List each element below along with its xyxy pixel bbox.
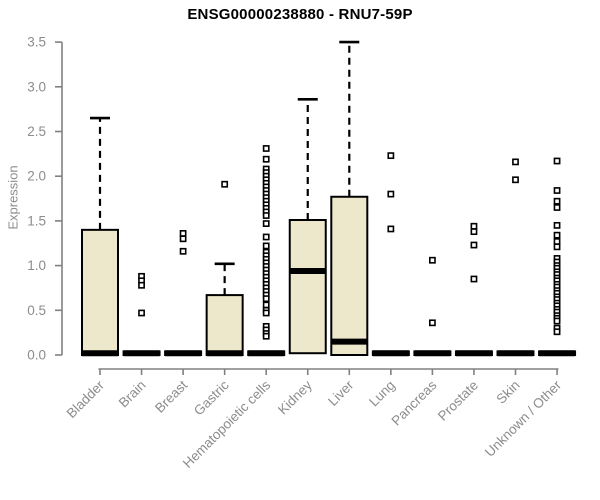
outlier-point-hematopoietic-cells — [262, 295, 270, 303]
outlier-point-skin — [512, 176, 519, 184]
outlier-point-unknown-other — [553, 157, 561, 165]
outlier-point-unknown-other — [553, 221, 561, 229]
outlier-point-unknown-other — [553, 238, 561, 245]
outlier-point-hematopoietic-cells — [262, 233, 270, 241]
outlier-point-breast — [179, 235, 187, 243]
outlier-point-skin — [512, 158, 519, 166]
outlier-point-unknown-other — [553, 187, 561, 194]
x-category-label: Pancreas — [389, 377, 440, 428]
outlier-point-lung — [387, 152, 395, 160]
x-category-label: Lung — [366, 378, 398, 410]
outlier-point-lung — [387, 225, 395, 233]
box-liver — [330, 195, 369, 356]
outlier-point-hematopoietic-cells — [262, 220, 270, 227]
y-tick-label: 0.0 — [27, 348, 46, 363]
x-category-label: Unknown / Other — [482, 377, 565, 460]
outlier-point-hematopoietic-cells — [262, 332, 270, 340]
box-kidney — [288, 219, 327, 355]
x-category-label: Prostate — [435, 378, 481, 424]
x-category-label: Gastric — [191, 377, 232, 418]
outlier-point-prostate — [470, 222, 478, 230]
outlier-point-unknown-other — [553, 328, 561, 336]
outlier-point-breast — [179, 247, 187, 255]
outlier-point-hematopoietic-cells — [262, 145, 270, 152]
outlier-point-hematopoietic-cells — [262, 242, 270, 250]
x-category-label: Skin — [493, 378, 522, 407]
x-category-label: Breast — [152, 377, 190, 415]
x-category-label: Bladder — [64, 377, 108, 421]
outlier-point-prostate — [470, 241, 478, 249]
x-category-label: Kidney — [275, 377, 315, 417]
outlier-point-unknown-other — [553, 204, 561, 211]
outlier-point-breast — [179, 230, 187, 237]
chart-title: ENSG00000238880 - RNU7-59P — [187, 6, 413, 23]
y-tick-label: 2.0 — [27, 169, 46, 184]
box-gastric — [205, 294, 244, 356]
outlier-point-hematopoietic-cells — [262, 309, 270, 317]
outlier-point-prostate — [470, 275, 478, 283]
outlier-point-hematopoietic-cells — [262, 301, 270, 309]
x-category-label: Liver — [325, 377, 357, 409]
outlier-point-unknown-other — [553, 231, 561, 239]
outlier-point-unknown-other — [553, 197, 561, 205]
y-tick-label: 0.5 — [27, 303, 46, 318]
outlier-point-hematopoietic-cells — [262, 155, 270, 163]
outlier-point-brain — [138, 309, 145, 317]
box-bladder — [81, 228, 119, 356]
outlier-point-pancreas — [428, 256, 436, 264]
outlier-point-pancreas — [428, 319, 436, 327]
outlier-point-unknown-other — [553, 243, 561, 251]
outlier-point-hematopoietic-cells — [262, 212, 270, 219]
x-category-label: Brain — [116, 378, 149, 411]
y-tick-label: 3.5 — [27, 35, 46, 50]
outlier-point-lung — [387, 190, 395, 198]
y-tick-label: 3.0 — [27, 79, 46, 94]
outlier-point-prostate — [470, 228, 478, 236]
y-tick-label: 1.5 — [27, 213, 46, 228]
outlier-point-brain — [138, 281, 145, 289]
y-tick-label: 1.0 — [27, 258, 46, 273]
outlier-point-unknown-other — [553, 317, 561, 325]
outlier-point-gastric — [221, 180, 229, 188]
y-tick-label: 2.5 — [27, 124, 46, 139]
